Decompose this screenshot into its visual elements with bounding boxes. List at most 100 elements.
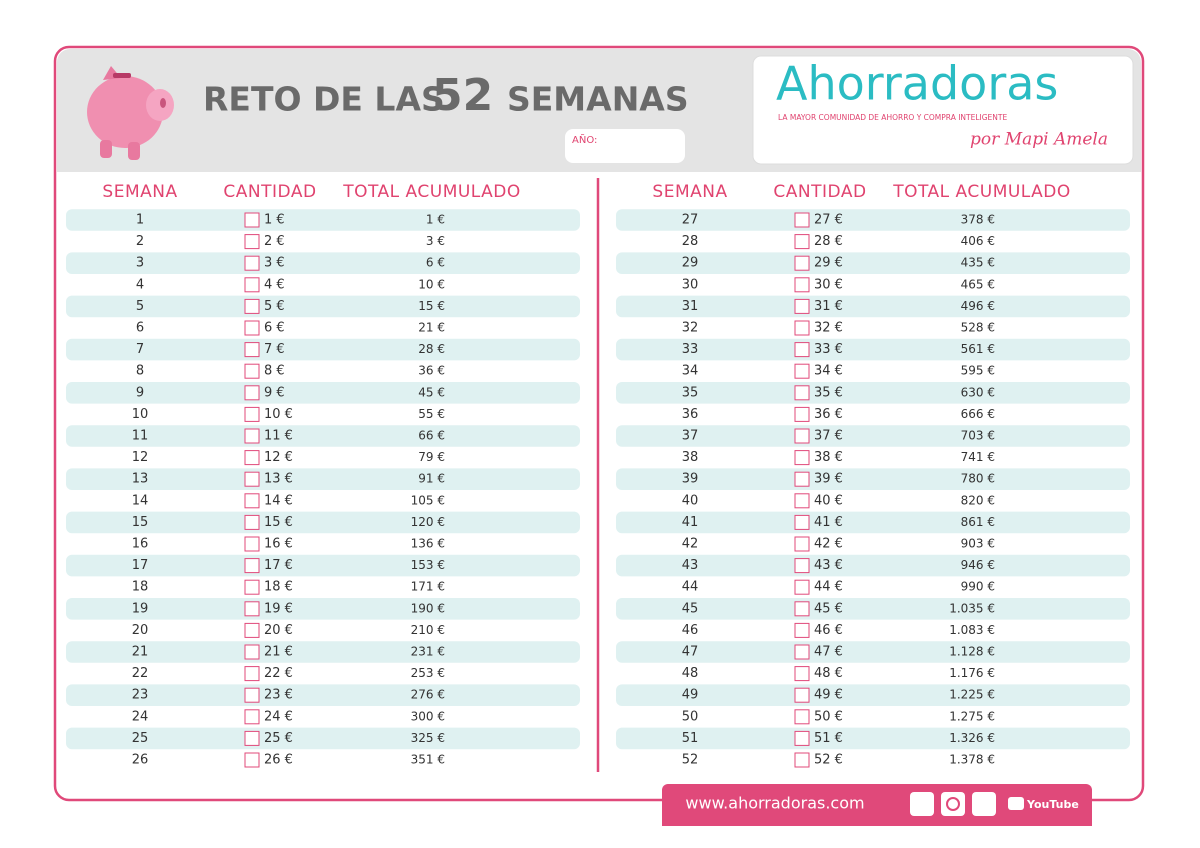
- checkbox[interactable]: [244, 601, 260, 617]
- checkbox[interactable]: [244, 342, 260, 358]
- checkbox[interactable]: [794, 622, 810, 638]
- checkbox[interactable]: [244, 277, 260, 293]
- checkbox[interactable]: [794, 234, 810, 250]
- checkbox[interactable]: [794, 363, 810, 379]
- checkbox[interactable]: [244, 234, 260, 250]
- week-number: 7: [136, 342, 144, 357]
- checkbox[interactable]: [244, 255, 260, 271]
- total: 1.225 €: [949, 688, 995, 702]
- week-number: 4: [136, 277, 144, 292]
- checkbox[interactable]: [244, 709, 260, 725]
- checkbox[interactable]: [244, 687, 260, 703]
- checkbox[interactable]: [794, 428, 810, 444]
- checkbox[interactable]: [244, 514, 260, 530]
- total: 496 €: [961, 299, 995, 313]
- row-stripe: [66, 468, 580, 490]
- year-field[interactable]: [565, 129, 685, 163]
- total: 136 €: [411, 537, 445, 551]
- checkbox[interactable]: [244, 558, 260, 574]
- total: 903 €: [961, 537, 995, 551]
- week-number: 18: [132, 580, 149, 595]
- amount: 42 €: [814, 537, 843, 552]
- amount: 47 €: [814, 645, 843, 660]
- checkbox[interactable]: [244, 666, 260, 682]
- amount: 37 €: [814, 429, 843, 444]
- checkbox[interactable]: [244, 471, 260, 487]
- amount: 29 €: [814, 256, 843, 271]
- amount: 12 €: [264, 450, 293, 465]
- checkbox[interactable]: [794, 536, 810, 552]
- total: 780 €: [961, 472, 995, 486]
- total: 91 €: [418, 472, 445, 486]
- checkbox[interactable]: [244, 406, 260, 422]
- week-number: 31: [682, 299, 699, 314]
- row-stripe: [616, 554, 1130, 577]
- checkbox[interactable]: [794, 298, 810, 314]
- checkbox[interactable]: [794, 406, 810, 422]
- checkbox[interactable]: [244, 579, 260, 595]
- checkbox[interactable]: [794, 644, 810, 660]
- total: 36 €: [418, 364, 445, 378]
- total: 435 €: [961, 256, 995, 270]
- week-number: 25: [132, 731, 149, 746]
- week-number: 26: [132, 753, 149, 768]
- amount: 48 €: [814, 666, 843, 681]
- total: 210 €: [411, 623, 445, 637]
- checkbox[interactable]: [794, 342, 810, 358]
- checkbox[interactable]: [794, 277, 810, 293]
- week-number: 36: [682, 407, 699, 422]
- amount: 46 €: [814, 623, 843, 638]
- checkbox[interactable]: [244, 450, 260, 466]
- checkbox[interactable]: [794, 493, 810, 509]
- checkbox[interactable]: [794, 471, 810, 487]
- checkbox[interactable]: [794, 601, 810, 617]
- checkbox[interactable]: [244, 320, 260, 336]
- week-number: 37: [682, 429, 699, 444]
- checkbox[interactable]: [794, 514, 810, 530]
- week-number: 52: [682, 753, 699, 768]
- total: 79 €: [418, 450, 445, 464]
- checkbox[interactable]: [794, 385, 810, 401]
- checkbox[interactable]: [794, 666, 810, 682]
- week-number: 41: [682, 515, 699, 530]
- checkbox[interactable]: [794, 320, 810, 336]
- week-number: 38: [682, 450, 699, 465]
- checkbox[interactable]: [244, 385, 260, 401]
- checkbox[interactable]: [244, 363, 260, 379]
- week-number: 6: [136, 321, 144, 336]
- checkbox[interactable]: [794, 212, 810, 228]
- checkbox[interactable]: [244, 752, 260, 768]
- checkbox[interactable]: [794, 558, 810, 574]
- total: 1 €: [426, 213, 445, 227]
- checkbox[interactable]: [244, 298, 260, 314]
- checkbox[interactable]: [244, 730, 260, 746]
- week-number: 20: [132, 623, 149, 638]
- row-stripe: [66, 684, 580, 706]
- column-header: CANTIDAD: [773, 182, 866, 202]
- checkbox[interactable]: [794, 687, 810, 703]
- checkbox[interactable]: [794, 730, 810, 746]
- checkbox[interactable]: [794, 255, 810, 271]
- checkbox[interactable]: [794, 450, 810, 466]
- checkbox[interactable]: [244, 536, 260, 552]
- total: 55 €: [418, 407, 445, 421]
- youtube-label[interactable]: YouTube: [1026, 798, 1079, 811]
- checkbox[interactable]: [244, 644, 260, 660]
- amount: 3 €: [264, 256, 285, 271]
- checkbox[interactable]: [244, 493, 260, 509]
- social-icons[interactable]: [910, 792, 1024, 816]
- total: 820 €: [961, 493, 995, 507]
- amount: 32 €: [814, 321, 843, 336]
- checkbox[interactable]: [794, 579, 810, 595]
- checkbox[interactable]: [244, 212, 260, 228]
- amount: 28 €: [814, 234, 843, 249]
- week-number: 28: [682, 234, 699, 249]
- checkbox[interactable]: [794, 752, 810, 768]
- row-stripe: [616, 295, 1130, 318]
- checkbox[interactable]: [794, 709, 810, 725]
- total: 465 €: [961, 277, 995, 291]
- footer-url[interactable]: www.ahorradoras.com: [685, 794, 864, 813]
- checkbox[interactable]: [244, 622, 260, 638]
- amount: 2 €: [264, 234, 285, 249]
- checkbox[interactable]: [244, 428, 260, 444]
